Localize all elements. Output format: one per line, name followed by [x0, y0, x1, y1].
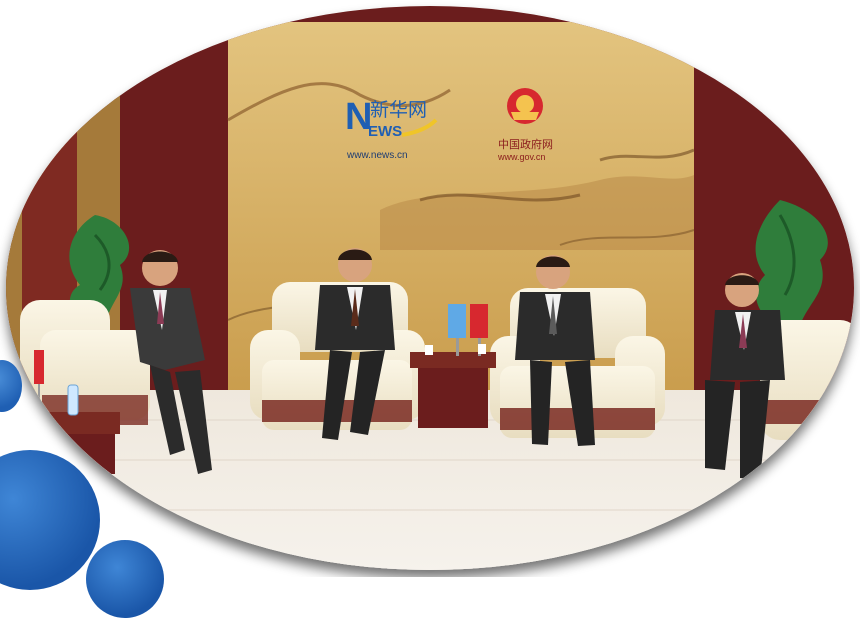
xinhua-brand-cn: 新华网 — [370, 99, 427, 121]
person-center-left — [315, 248, 395, 440]
person-right — [705, 273, 785, 480]
photo-content: N 新华网 EWS www.news.cn 中国政府网 www.gov.cn — [6, 6, 854, 570]
plant-right — [755, 200, 828, 326]
gov-name: 中国政府网 — [498, 137, 553, 151]
xinhua-flag-icon — [448, 304, 466, 338]
interview-photo-scene: N 新华网 EWS www.news.cn 中国政府网 www.gov.cn — [6, 6, 854, 570]
xinhua-url: www.news.cn — [346, 150, 408, 161]
red-flag-icon — [34, 350, 44, 384]
svg-text:N: N — [345, 96, 372, 138]
person-center-right — [515, 255, 595, 446]
plant-left — [69, 215, 130, 326]
water-bottle-icon — [67, 384, 79, 416]
decorative-bubble-small — [0, 360, 22, 412]
person-left — [130, 250, 212, 474]
xinhua-logo: N 新华网 EWS www.news.cn — [345, 96, 438, 161]
center-table — [410, 304, 496, 428]
decorative-bubble-medium — [86, 540, 164, 618]
gov-url: www.gov.cn — [497, 152, 545, 162]
gov-flag-icon — [470, 304, 488, 338]
gov-logo: 中国政府网 www.gov.cn — [497, 88, 553, 162]
xinhua-brand-en: EWS — [368, 123, 402, 140]
